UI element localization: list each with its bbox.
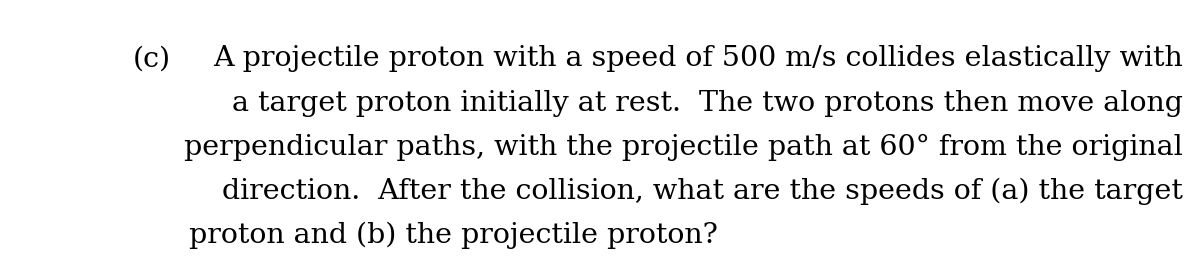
Text: (c): (c) <box>133 45 172 72</box>
Text: A projectile proton with a speed of 500 m/s collides elastically with: A projectile proton with a speed of 500 … <box>214 45 1183 72</box>
Text: proton and (b) the projectile proton?: proton and (b) the projectile proton? <box>188 222 718 249</box>
Text: perpendicular paths, with the projectile path at 60° from the original: perpendicular paths, with the projectile… <box>185 134 1183 161</box>
Text: a target proton initially at rest.  The two protons then move along: a target proton initially at rest. The t… <box>233 90 1183 116</box>
Text: direction.  After the collision, what are the speeds of (a) the target: direction. After the collision, what are… <box>222 178 1183 205</box>
